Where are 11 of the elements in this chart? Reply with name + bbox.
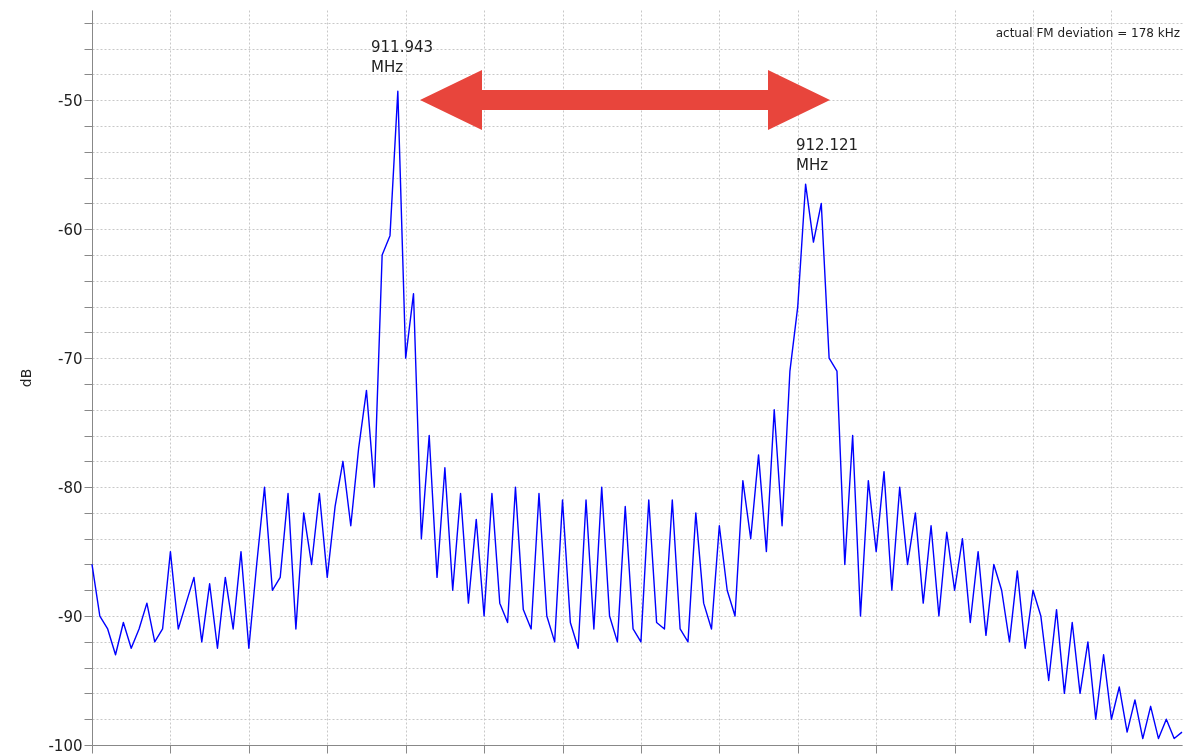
y-tick-label: -50	[58, 91, 83, 110]
y-tick-label: -100	[48, 736, 83, 754]
annotation: 911.943 MHz	[371, 38, 434, 76]
y-tick-label: -80	[58, 478, 83, 497]
y-tick-label: -70	[58, 349, 83, 368]
y-tick-label: -60	[58, 220, 83, 239]
annotation: 912.121 MHz	[796, 136, 859, 174]
y-tick-label: -90	[58, 607, 83, 626]
annotation: actual FM deviation = 178 kHz	[995, 26, 1180, 40]
y-axis-title: dB	[18, 368, 35, 388]
line-series	[91, 90, 1183, 740]
